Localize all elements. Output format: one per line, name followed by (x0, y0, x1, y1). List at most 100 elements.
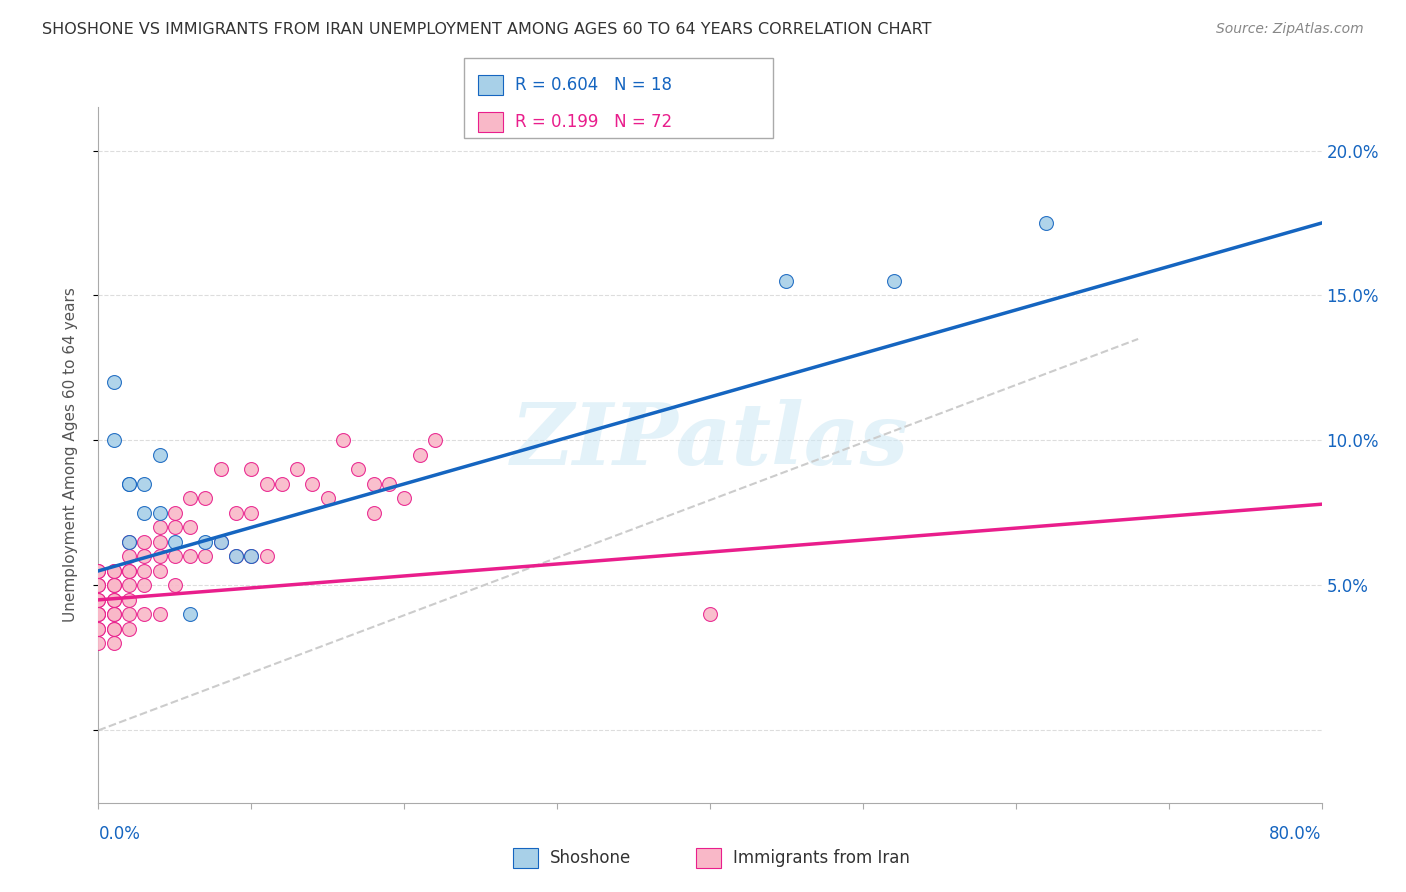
Point (363, 476, 385, 491)
Point (163, 578, 186, 592)
Y-axis label: Unemployment Among Ages 60 to 64 years: Unemployment Among Ages 60 to 64 years (63, 287, 77, 623)
Text: Shoshone: Shoshone (550, 849, 631, 867)
Point (225, 549, 247, 564)
Point (1035, 216, 1057, 230)
Point (118, 622, 141, 636)
Point (194, 534, 217, 549)
Point (87, 592, 110, 607)
Point (87, 564, 110, 578)
Point (149, 506, 172, 520)
Point (87, 607, 110, 622)
Point (87, 636, 110, 650)
Point (134, 476, 156, 491)
Point (225, 549, 247, 564)
Point (316, 491, 339, 506)
Point (256, 549, 278, 564)
Point (423, 434, 446, 448)
Text: ZIPatlas: ZIPatlas (510, 400, 910, 483)
Point (392, 491, 416, 506)
Point (301, 476, 323, 491)
Point (118, 534, 141, 549)
Point (103, 564, 125, 578)
Point (149, 534, 172, 549)
Point (118, 564, 141, 578)
Point (134, 564, 156, 578)
Point (87, 564, 110, 578)
Point (179, 607, 201, 622)
Point (103, 592, 125, 607)
Text: R = 0.604   N = 18: R = 0.604 N = 18 (515, 76, 672, 94)
Text: Immigrants from Iran: Immigrants from Iran (733, 849, 910, 867)
Point (699, 607, 721, 622)
Point (134, 506, 156, 520)
Point (103, 622, 125, 636)
Point (883, 274, 905, 288)
Point (347, 462, 370, 476)
Text: SHOSHONE VS IMMIGRANTS FROM IRAN UNEMPLOYMENT AMONG AGES 60 TO 64 YEARS CORRELAT: SHOSHONE VS IMMIGRANTS FROM IRAN UNEMPLO… (42, 22, 932, 37)
Point (103, 622, 125, 636)
Point (163, 549, 186, 564)
Point (240, 549, 263, 564)
Point (240, 549, 263, 564)
Point (103, 592, 125, 607)
Point (179, 491, 201, 506)
Point (118, 549, 141, 564)
Point (87, 578, 110, 592)
Point (163, 534, 186, 549)
Point (209, 534, 232, 549)
Point (240, 462, 263, 476)
Text: 80.0%: 80.0% (1270, 825, 1322, 843)
Point (194, 549, 217, 564)
Point (149, 564, 172, 578)
Point (118, 607, 141, 622)
Point (134, 607, 156, 622)
Point (103, 607, 125, 622)
Point (240, 506, 263, 520)
Point (163, 506, 186, 520)
Text: Source: ZipAtlas.com: Source: ZipAtlas.com (1216, 22, 1364, 37)
Point (134, 578, 156, 592)
Point (118, 534, 141, 549)
Point (179, 549, 201, 564)
Point (87, 607, 110, 622)
Point (103, 564, 125, 578)
Point (103, 578, 125, 592)
Point (179, 520, 201, 534)
Point (103, 636, 125, 650)
Text: 0.0%: 0.0% (98, 825, 141, 843)
Point (87, 592, 110, 607)
Point (118, 476, 141, 491)
Point (118, 564, 141, 578)
Point (209, 462, 232, 476)
Point (332, 434, 354, 448)
Point (118, 592, 141, 607)
Point (149, 549, 172, 564)
Point (87, 622, 110, 636)
Point (163, 520, 186, 534)
Point (134, 549, 156, 564)
Point (378, 476, 401, 491)
Point (103, 578, 125, 592)
Point (775, 274, 797, 288)
Point (87, 578, 110, 592)
Point (194, 491, 217, 506)
Point (134, 534, 156, 549)
Point (87, 622, 110, 636)
Point (256, 476, 278, 491)
Point (270, 476, 292, 491)
Point (149, 607, 172, 622)
Point (225, 506, 247, 520)
Point (149, 448, 172, 462)
Point (209, 534, 232, 549)
Point (408, 448, 430, 462)
Point (285, 462, 308, 476)
Point (118, 578, 141, 592)
Point (149, 520, 172, 534)
Point (87, 607, 110, 622)
Text: R = 0.199   N = 72: R = 0.199 N = 72 (515, 113, 672, 131)
Point (103, 607, 125, 622)
Point (103, 434, 125, 448)
Point (103, 376, 125, 390)
Point (118, 476, 141, 491)
Point (363, 506, 385, 520)
